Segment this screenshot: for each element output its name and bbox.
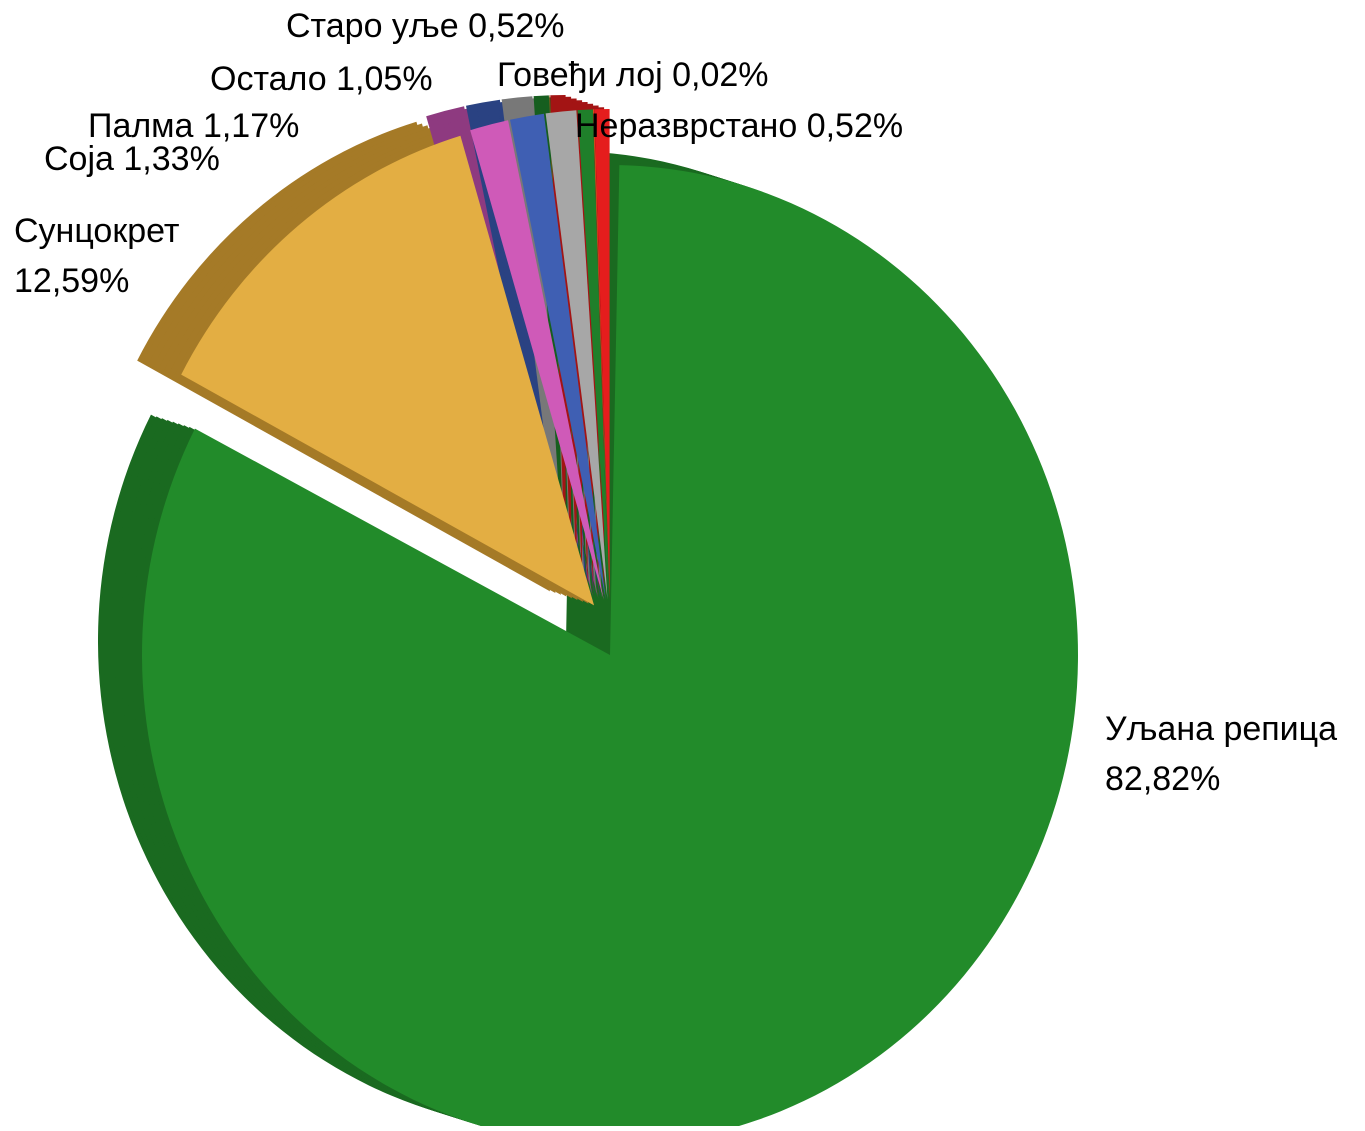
slice-label-palma: Палма 1,17% [88, 107, 299, 145]
slice-2-face [470, 120, 604, 600]
slice-7-face [594, 109, 610, 600]
slice-3-face [510, 113, 606, 600]
slice-label-soja-name: Соја [44, 140, 114, 178]
slice-label-govedji-loj-name: Говеђи лој [497, 56, 663, 94]
pie-label-layer: Уљана репица 82,82% Сунцокрет 12,59% Сој… [14, 7, 1337, 798]
pie-face-layer [142, 109, 1078, 1131]
slice-label-staro-ulje: Старо уље 0,52% [286, 7, 565, 45]
slice-5-face [577, 109, 609, 600]
slice-label-soja: Соја 1,33% [44, 140, 220, 178]
slice-label-uljana-repica-name: Уљана репица [1105, 710, 1337, 748]
slice-0-face [142, 165, 1078, 1131]
slice-label-uljana-repica-value: 82,82% [1105, 760, 1220, 798]
slice-label-staro-ulje-value: 0,52% [468, 7, 564, 45]
slice-label-ostalo-name: Остало [210, 60, 327, 98]
slice-label-ostalo: Остало 1,05% [210, 60, 433, 98]
slice-label-govedji-loj: Говеђи лој 0,02% [497, 56, 769, 94]
slice-label-palma-value: 1,17% [203, 107, 299, 145]
slice-6-face [593, 109, 610, 600]
slice-label-nerazvrstano-name: Неразврстано [575, 107, 797, 145]
slice-label-soja-value: 1,33% [123, 140, 219, 178]
slice-1-face [181, 135, 595, 606]
slice-label-govedji-loj-value: 0,02% [672, 56, 768, 94]
slice-label-staro-ulje-name: Старо уље [286, 7, 459, 45]
slice-4-face [545, 110, 608, 600]
slice-label-nerazvrstano-value: 0,52% [807, 107, 903, 145]
slice-label-palma-name: Палма [88, 107, 194, 145]
slice-label-suncokret-value: 12,59% [14, 262, 129, 300]
slice-label-ostalo-value: 1,05% [336, 60, 432, 98]
slice-label-suncokret-name: Сунцокрет [14, 212, 179, 250]
slice-label-nerazvrstano: Неразврстано 0,52% [575, 107, 903, 145]
